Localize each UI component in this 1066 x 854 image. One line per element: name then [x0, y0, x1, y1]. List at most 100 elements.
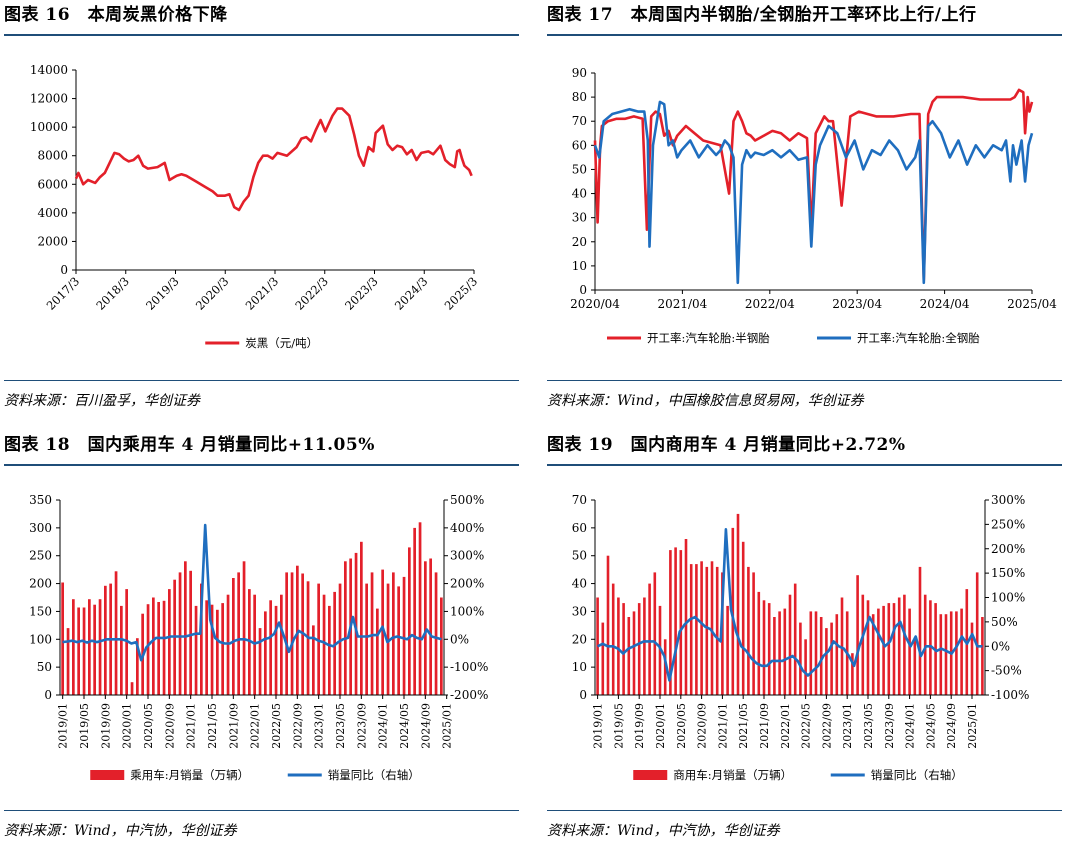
x-tick-label: 2025/01	[441, 703, 454, 749]
x-tick-label: 2018/3	[93, 274, 132, 313]
x-tick-label: 2021/05	[737, 703, 750, 749]
bar	[392, 572, 395, 695]
bar	[877, 608, 880, 695]
y-tick-label-right: 0%	[991, 639, 1010, 653]
source-rule	[4, 810, 519, 811]
bar	[360, 541, 363, 695]
bar	[253, 594, 256, 695]
y-tick-label-right: 0%	[450, 632, 469, 646]
bar	[370, 572, 374, 695]
bar	[799, 622, 802, 695]
bar	[386, 583, 390, 695]
title-rule	[4, 34, 519, 36]
y-tick-label-right: 250%	[991, 517, 1025, 531]
x-tick-label: 2022/05	[800, 703, 813, 749]
bar	[882, 605, 885, 695]
bar	[705, 566, 709, 695]
bar	[606, 555, 610, 695]
bar	[695, 564, 698, 695]
bar	[146, 604, 150, 695]
y-tick-label-right: 300%	[450, 549, 484, 563]
bar	[773, 617, 776, 695]
x-tick-label: 2020/01	[654, 703, 667, 749]
bar	[205, 600, 208, 695]
y-tick-label-right: 200%	[991, 542, 1025, 556]
panel-title: 图表 17 本周国内半钢胎/全钢胎开工率环比上行/上行	[547, 5, 977, 25]
bar	[960, 608, 963, 695]
y-tick-label-left: 0	[44, 688, 52, 702]
bar	[381, 569, 384, 695]
x-tick-label: 2025/3	[442, 274, 481, 313]
x-tick-label: 2020/09	[163, 703, 176, 749]
x-tick-label: 2021/09	[227, 703, 240, 749]
bar	[162, 600, 166, 695]
bar	[200, 583, 203, 695]
x-tick-label: 2023/05	[334, 703, 347, 749]
yoy-line	[62, 523, 442, 662]
x-tick-label: 2019/09	[633, 703, 646, 749]
source-note: 资料来源：Wind，中汽协，华创证券	[547, 823, 780, 839]
bar	[871, 614, 875, 695]
bar	[632, 611, 636, 695]
y-tick-label-left: 250	[29, 549, 52, 563]
bar	[788, 594, 792, 695]
bar	[721, 572, 724, 695]
x-tick-label: 2023/01	[841, 703, 854, 749]
x-tick-label: 2022/01	[249, 703, 262, 749]
bar	[72, 599, 75, 695]
bar	[413, 527, 416, 695]
x-tick-label: 2025/01	[966, 703, 979, 749]
x-tick-label: 2021/01	[716, 703, 729, 749]
panel-commercial-vehicle-sales: 图表 19 国内商用车 4 月销量同比+2.72% 0 10 20 30 40 50 60 7…	[547, 430, 1062, 854]
y-tick-label: 20	[572, 235, 587, 249]
y-tick-label-right: -100%	[450, 660, 488, 674]
y-tick-label: 10	[572, 259, 587, 273]
bar	[975, 572, 979, 695]
y-tick-label: 10000	[30, 120, 68, 134]
y-tick-label: 30	[572, 211, 587, 225]
bar	[944, 614, 948, 695]
bar	[726, 605, 729, 695]
bar	[216, 609, 219, 695]
legend-label: 炭黑（元/吨）	[245, 336, 318, 350]
bar	[923, 594, 927, 695]
bar	[825, 628, 828, 695]
x-tick-label: 2024/09	[945, 703, 958, 749]
bar	[887, 603, 891, 695]
bar	[622, 603, 625, 695]
y-tick-label-right: -200%	[450, 688, 488, 702]
bar	[830, 622, 833, 695]
y-tick-label: 50	[572, 162, 587, 176]
y-tick-label: 8000	[37, 149, 68, 163]
y-tick-label-left: 50	[572, 549, 587, 563]
series-line-1	[74, 107, 473, 212]
x-tick-label: 2019/05	[78, 703, 91, 749]
y-tick-label-left: 20	[572, 632, 587, 646]
y-tick-label-right: 500%	[450, 493, 484, 507]
x-tick-label: 2024/01	[377, 703, 390, 749]
x-tick-label: 2020/05	[675, 703, 688, 749]
legend-swatch	[633, 770, 668, 780]
x-tick-label: 2022/04	[745, 297, 795, 311]
x-tick-label: 2024/09	[419, 703, 432, 749]
bar	[338, 583, 342, 695]
y-tick-label-right: 100%	[450, 604, 484, 618]
y-tick-label-left: 40	[572, 577, 587, 591]
series-line-2	[593, 100, 1034, 285]
x-tick-label: 2024/05	[398, 703, 411, 749]
x-tick-label: 2022/01	[779, 703, 792, 749]
x-tick-label: 2020/01	[121, 703, 134, 749]
bar	[280, 594, 283, 695]
x-tick-label: 2022/3	[292, 274, 331, 313]
bar	[77, 607, 80, 695]
bar	[98, 599, 102, 695]
y-tick-label: 70	[572, 114, 587, 128]
bar	[762, 600, 766, 695]
y-tick-label-left: 200	[29, 577, 52, 591]
bar	[840, 597, 844, 695]
x-tick-label: 2024/3	[392, 274, 431, 313]
bar	[627, 617, 631, 695]
x-tick-label: 2020/3	[193, 274, 232, 313]
x-tick-label: 2017/3	[44, 274, 83, 313]
bar	[939, 614, 943, 695]
